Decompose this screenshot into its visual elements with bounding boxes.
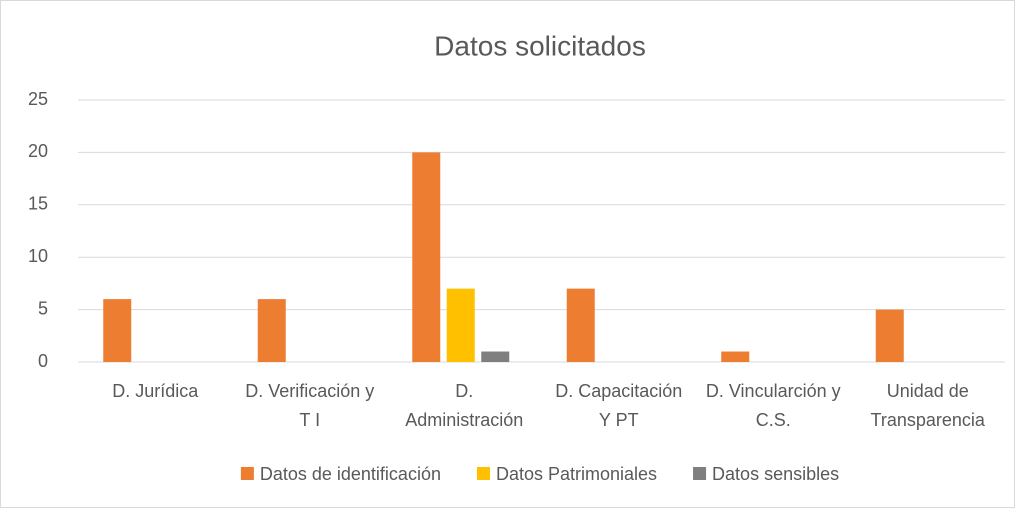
y-tick-label: 0: [38, 351, 48, 371]
bar: [721, 351, 750, 362]
y-tick-label: 15: [28, 194, 48, 214]
legend-swatch: [476, 467, 490, 480]
y-tick-label: 5: [38, 298, 48, 318]
legend-label: Datos Patrimoniales: [496, 464, 657, 484]
x-tick-label: D. Verificación y T I: [245, 381, 375, 430]
legend-swatch: [693, 467, 707, 480]
bar: [412, 152, 441, 362]
legend-label: Datos sensibles: [712, 464, 839, 484]
legend-swatch: [240, 467, 254, 480]
y-tick-label: 25: [28, 89, 48, 109]
bar: [257, 299, 286, 362]
bar: [481, 351, 510, 362]
bar: [875, 309, 904, 362]
bar: [103, 299, 132, 362]
x-tick-label: D. Administración: [405, 381, 524, 430]
x-tick-label: D. Capacitación Y PT: [555, 381, 683, 430]
x-tick-label: Unidad de Transparencia: [870, 381, 985, 430]
bar: [446, 288, 475, 362]
bar: [566, 288, 595, 362]
legend-label: Datos de identificación: [260, 464, 441, 484]
y-tick-label: 20: [28, 141, 48, 161]
x-tick-label: D. Vincularción y C.S.: [705, 381, 841, 430]
y-tick-label: 10: [28, 246, 48, 266]
chart-title: Datos solicitados: [434, 30, 646, 61]
x-tick-label: D. Jurídica: [112, 381, 199, 401]
